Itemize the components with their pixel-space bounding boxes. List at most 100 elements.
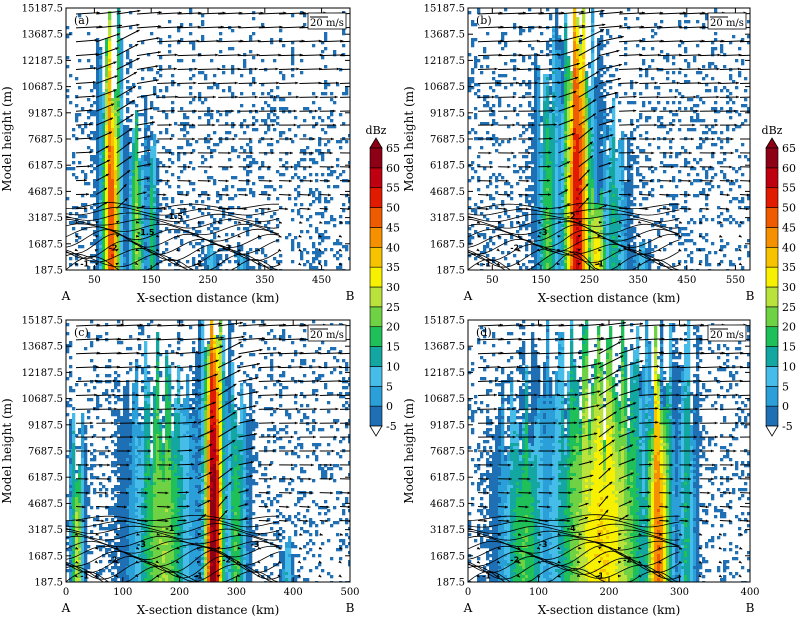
wind-vector-head xyxy=(578,220,582,224)
wind-vector-head xyxy=(693,95,697,99)
wind-vector xyxy=(498,324,523,327)
wind-vector xyxy=(498,68,521,71)
wind-vector-head xyxy=(739,220,743,224)
wind-vector-head xyxy=(206,486,210,489)
wind-vector-head xyxy=(676,365,680,369)
wind-vector-head xyxy=(251,446,255,450)
wind-vector-head xyxy=(104,201,108,205)
wind-vector-head xyxy=(596,574,600,578)
wind-vector xyxy=(719,380,743,383)
wind-vector-head xyxy=(550,463,554,467)
wind-vector-head xyxy=(729,491,732,495)
wind-vector-head xyxy=(310,151,314,155)
wind-vector-head xyxy=(174,53,178,57)
wind-vector-head xyxy=(204,207,208,211)
wind-vector xyxy=(498,12,526,15)
wind-vector-head xyxy=(573,90,577,94)
wind-vector-head xyxy=(637,234,641,238)
wind-vector xyxy=(197,26,224,29)
colorbar-swatch xyxy=(369,246,383,268)
wind-vector-head xyxy=(347,505,350,509)
colorbar-swatch xyxy=(765,227,779,248)
wind-vector-head xyxy=(319,533,323,536)
wind-vector xyxy=(75,67,97,71)
wind-vector xyxy=(116,43,139,57)
wind-vector xyxy=(157,324,185,327)
wind-vector xyxy=(136,25,162,29)
wind-vector xyxy=(659,40,683,43)
wind-vector-head xyxy=(517,560,521,564)
wind-vector-head xyxy=(547,165,551,168)
wind-vector xyxy=(319,366,343,369)
wind-vector xyxy=(538,366,561,369)
contour-label: -3 xyxy=(137,540,146,549)
wind-vector-head xyxy=(761,12,764,15)
wind-vector-head xyxy=(496,560,500,564)
wind-vector-head xyxy=(497,546,501,550)
wind-vector xyxy=(739,394,750,396)
wind-vector-head xyxy=(486,491,490,495)
colorbar-swatch xyxy=(765,405,779,427)
y-tick-label: 1687.5 xyxy=(430,239,465,250)
wind-vector xyxy=(598,49,620,57)
wind-vector xyxy=(319,68,340,71)
wind-vector-head xyxy=(570,477,573,481)
wind-vector-head xyxy=(327,179,331,183)
wind-vector-head xyxy=(675,109,679,113)
wind-vector-head xyxy=(277,532,282,536)
wind-vector xyxy=(319,82,339,84)
wind-vector-head xyxy=(697,365,701,369)
wind-vector xyxy=(157,366,178,369)
wind-vector xyxy=(498,338,522,341)
wind-vector-head xyxy=(193,81,197,85)
wind-vector-head xyxy=(689,151,692,155)
wind-vector-head xyxy=(758,68,761,71)
wind-vector-head xyxy=(730,151,734,155)
wind-vector-head xyxy=(228,482,232,485)
wind-vector-head xyxy=(325,519,329,523)
wind-vector-head xyxy=(489,179,492,183)
wind-vector-head xyxy=(597,43,601,47)
wind-vector-head xyxy=(506,491,510,495)
wind-vector xyxy=(558,11,585,15)
wind-vector xyxy=(258,366,281,369)
wind-vector-head xyxy=(359,352,362,355)
wind-vector-head xyxy=(165,491,169,495)
wind-vector xyxy=(578,376,600,383)
wind-vector-head xyxy=(534,421,538,425)
wind-vector-head xyxy=(195,392,199,396)
wind-vector-head xyxy=(547,505,551,509)
wind-vector-head xyxy=(249,137,253,141)
wind-vector-head xyxy=(525,193,529,197)
wind-vector-head xyxy=(167,179,170,183)
wind-vector-head xyxy=(637,262,642,266)
wind-vector-head xyxy=(659,220,663,224)
wind-vector-head xyxy=(638,560,642,564)
wind-vector-head xyxy=(656,365,660,368)
wind-vector-head xyxy=(619,24,623,28)
wind-vector-head xyxy=(194,67,198,71)
wind-vector-head xyxy=(754,96,757,99)
colorbar-swatch xyxy=(765,207,779,228)
wind-vector-head xyxy=(489,463,493,467)
wind-vector-head xyxy=(617,574,621,578)
wind-vector xyxy=(477,366,501,369)
y-tick-label: 6187.5 xyxy=(430,161,465,172)
wind-vector xyxy=(136,51,162,57)
wind-vector-head xyxy=(331,137,334,141)
contour-line xyxy=(66,540,280,554)
wind-vector xyxy=(699,352,725,355)
wind-vector xyxy=(279,26,305,29)
wind-vector-head xyxy=(247,165,251,169)
wind-vector-head xyxy=(115,263,119,266)
wind-vector xyxy=(518,338,541,341)
wind-vector xyxy=(538,12,565,15)
wind-vector-head xyxy=(601,322,605,326)
wind-vector-head xyxy=(552,407,556,411)
wind-vector-head xyxy=(631,123,635,127)
wind-vector-head xyxy=(150,435,154,439)
wind-vector-head xyxy=(318,546,322,550)
wind-vector xyxy=(197,401,216,410)
wind-vector-head xyxy=(363,324,366,327)
wind-vector-head xyxy=(756,408,759,411)
